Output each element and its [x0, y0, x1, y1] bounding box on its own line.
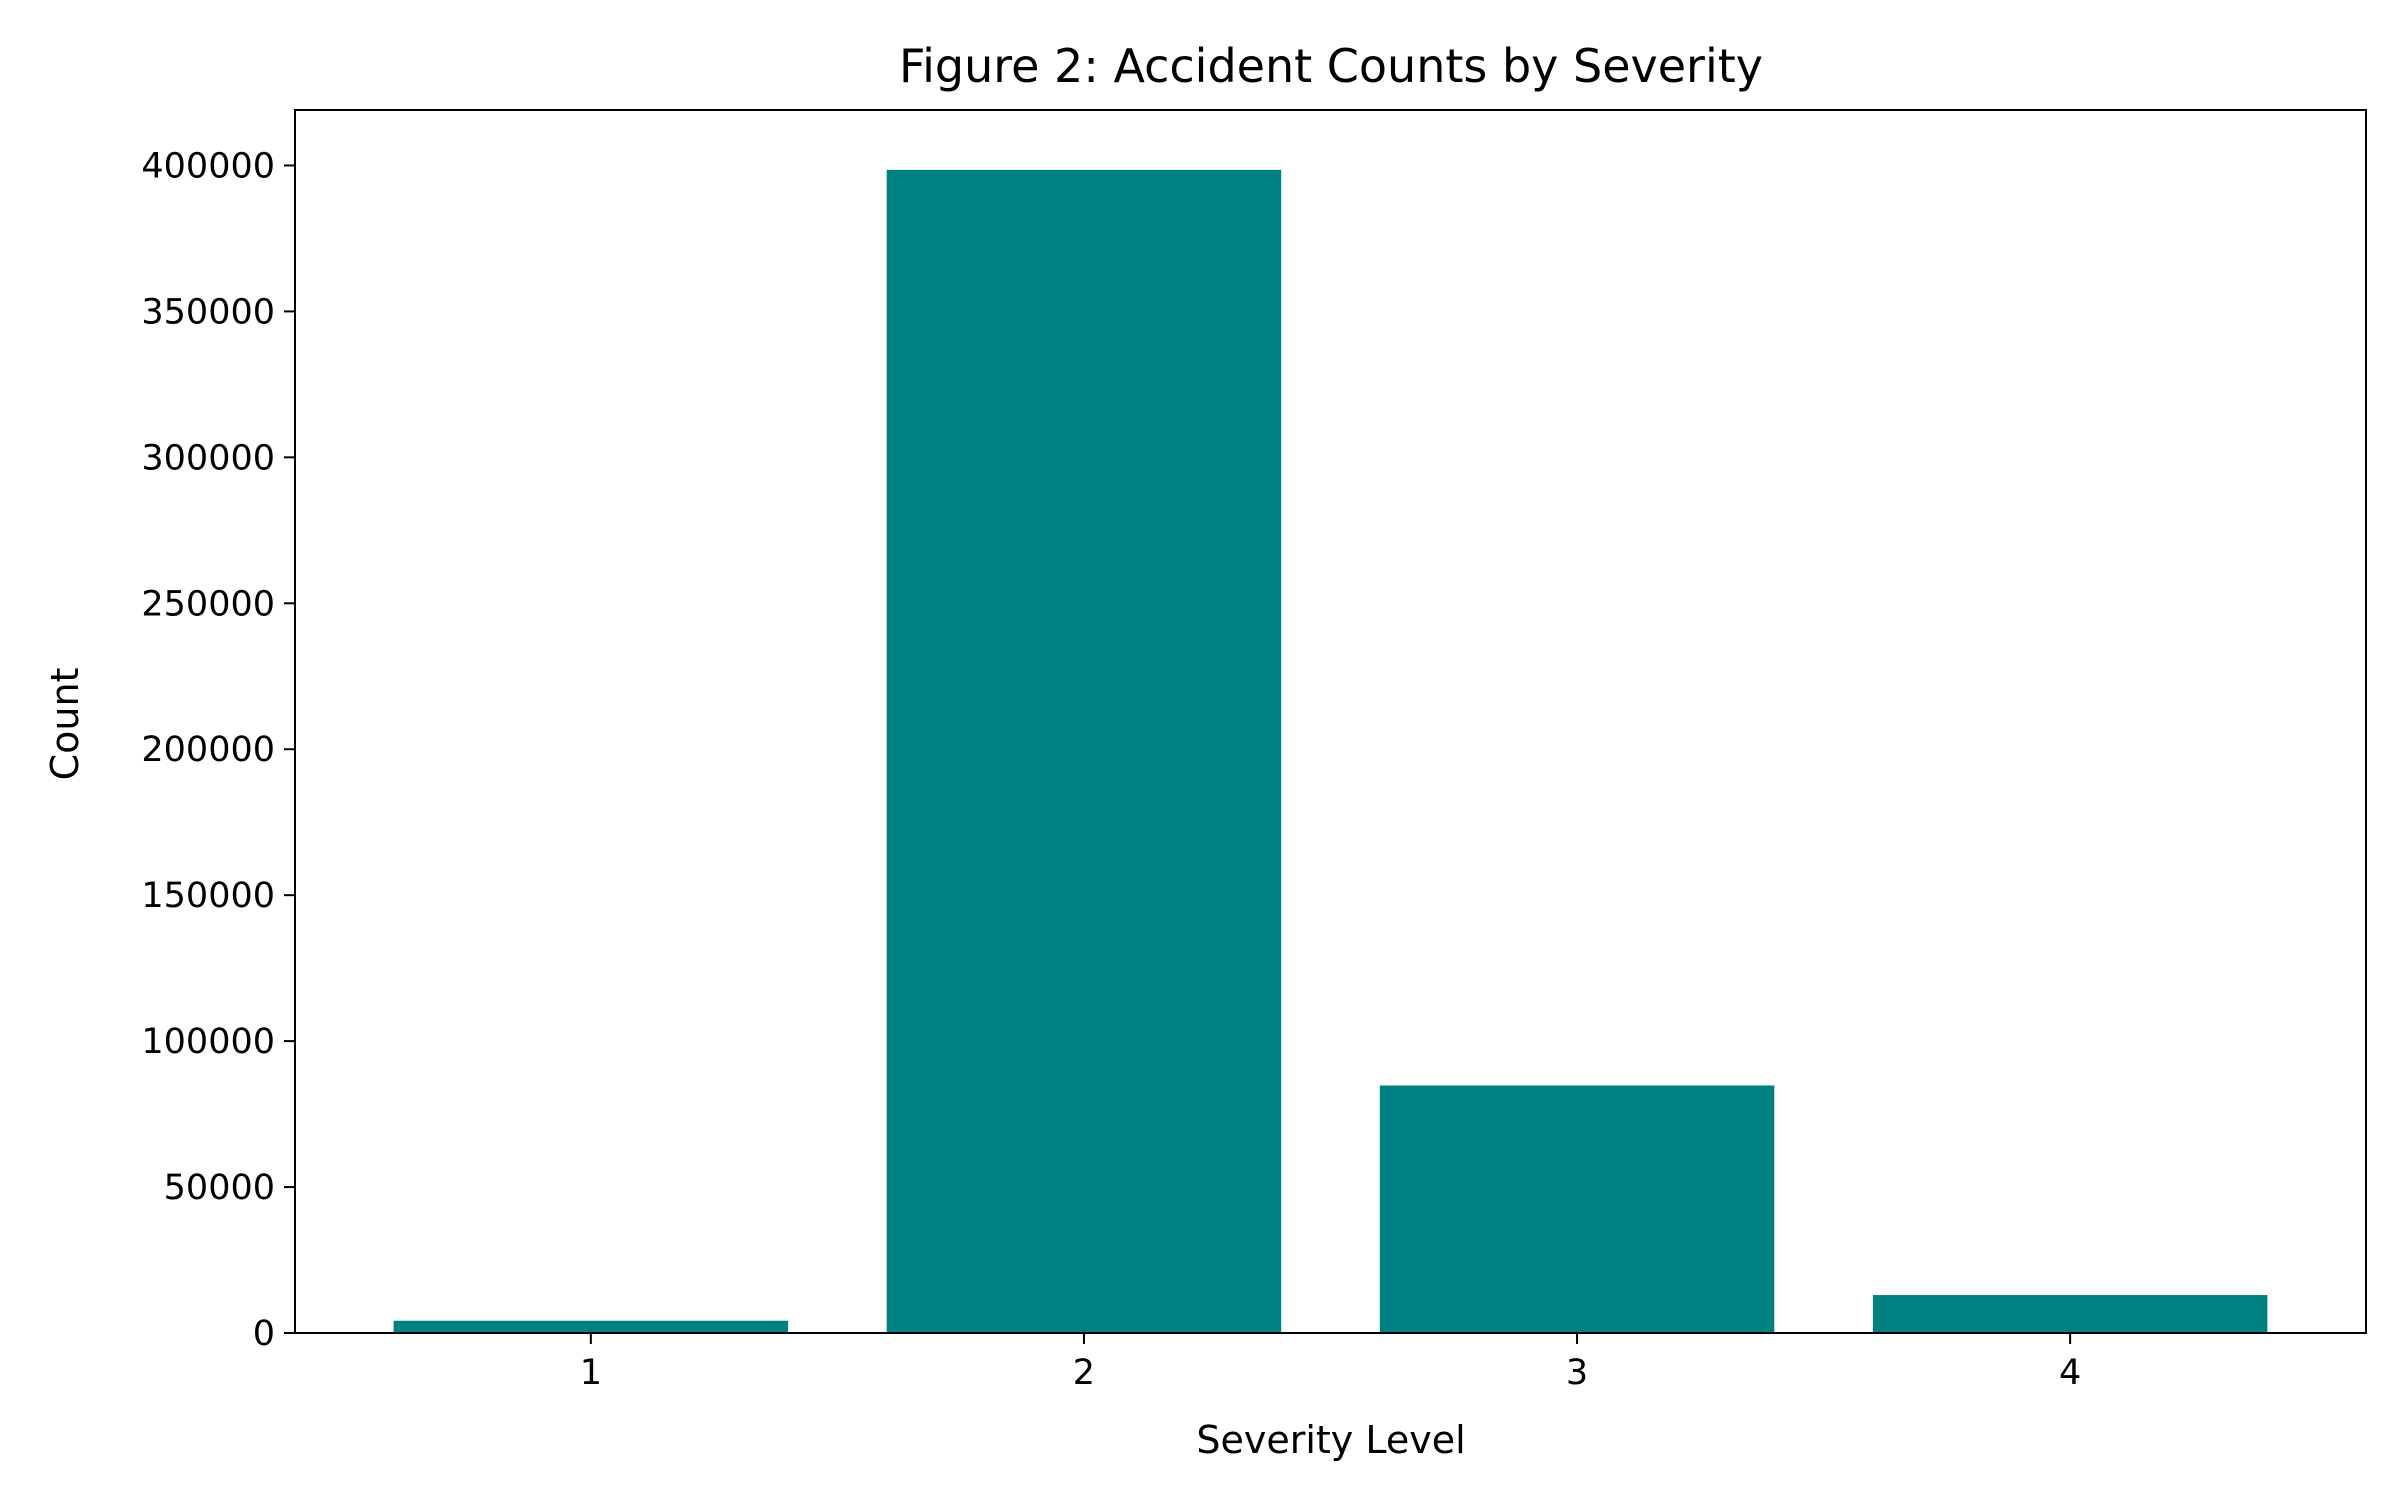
x-tick-label: 3	[1566, 1353, 1588, 1393]
y-tick-label: 150000	[141, 876, 275, 916]
y-tick-label: 400000	[141, 146, 275, 186]
bar-severity-3	[1379, 1085, 1775, 1333]
y-axis-label: Count	[43, 668, 87, 781]
x-tick-label: 2	[1073, 1353, 1095, 1393]
chart-title: Figure 2: Accident Counts by Severity	[899, 39, 1763, 93]
y-tick-label: 250000	[141, 584, 275, 624]
y-tick-label: 300000	[141, 438, 275, 478]
bar-severity-4	[1872, 1295, 2268, 1333]
y-tick-label: 200000	[141, 730, 275, 770]
y-tick-label: 50000	[164, 1168, 275, 1208]
y-tick-label: 350000	[141, 292, 275, 332]
bar-severity-1	[393, 1320, 789, 1333]
y-tick-label: 100000	[141, 1022, 275, 1062]
bar-severity-2	[886, 169, 1282, 1334]
x-axis-label: Severity Level	[1196, 1418, 1465, 1462]
y-tick-label: 0	[253, 1314, 275, 1354]
plot-area: 0 50000 100000 150000 200000 250000 300000 3500…	[141, 109, 2367, 1393]
x-tick-label: 1	[580, 1353, 602, 1393]
plot-frame	[294, 109, 2367, 1334]
x-tick-label: 4	[2059, 1353, 2081, 1393]
